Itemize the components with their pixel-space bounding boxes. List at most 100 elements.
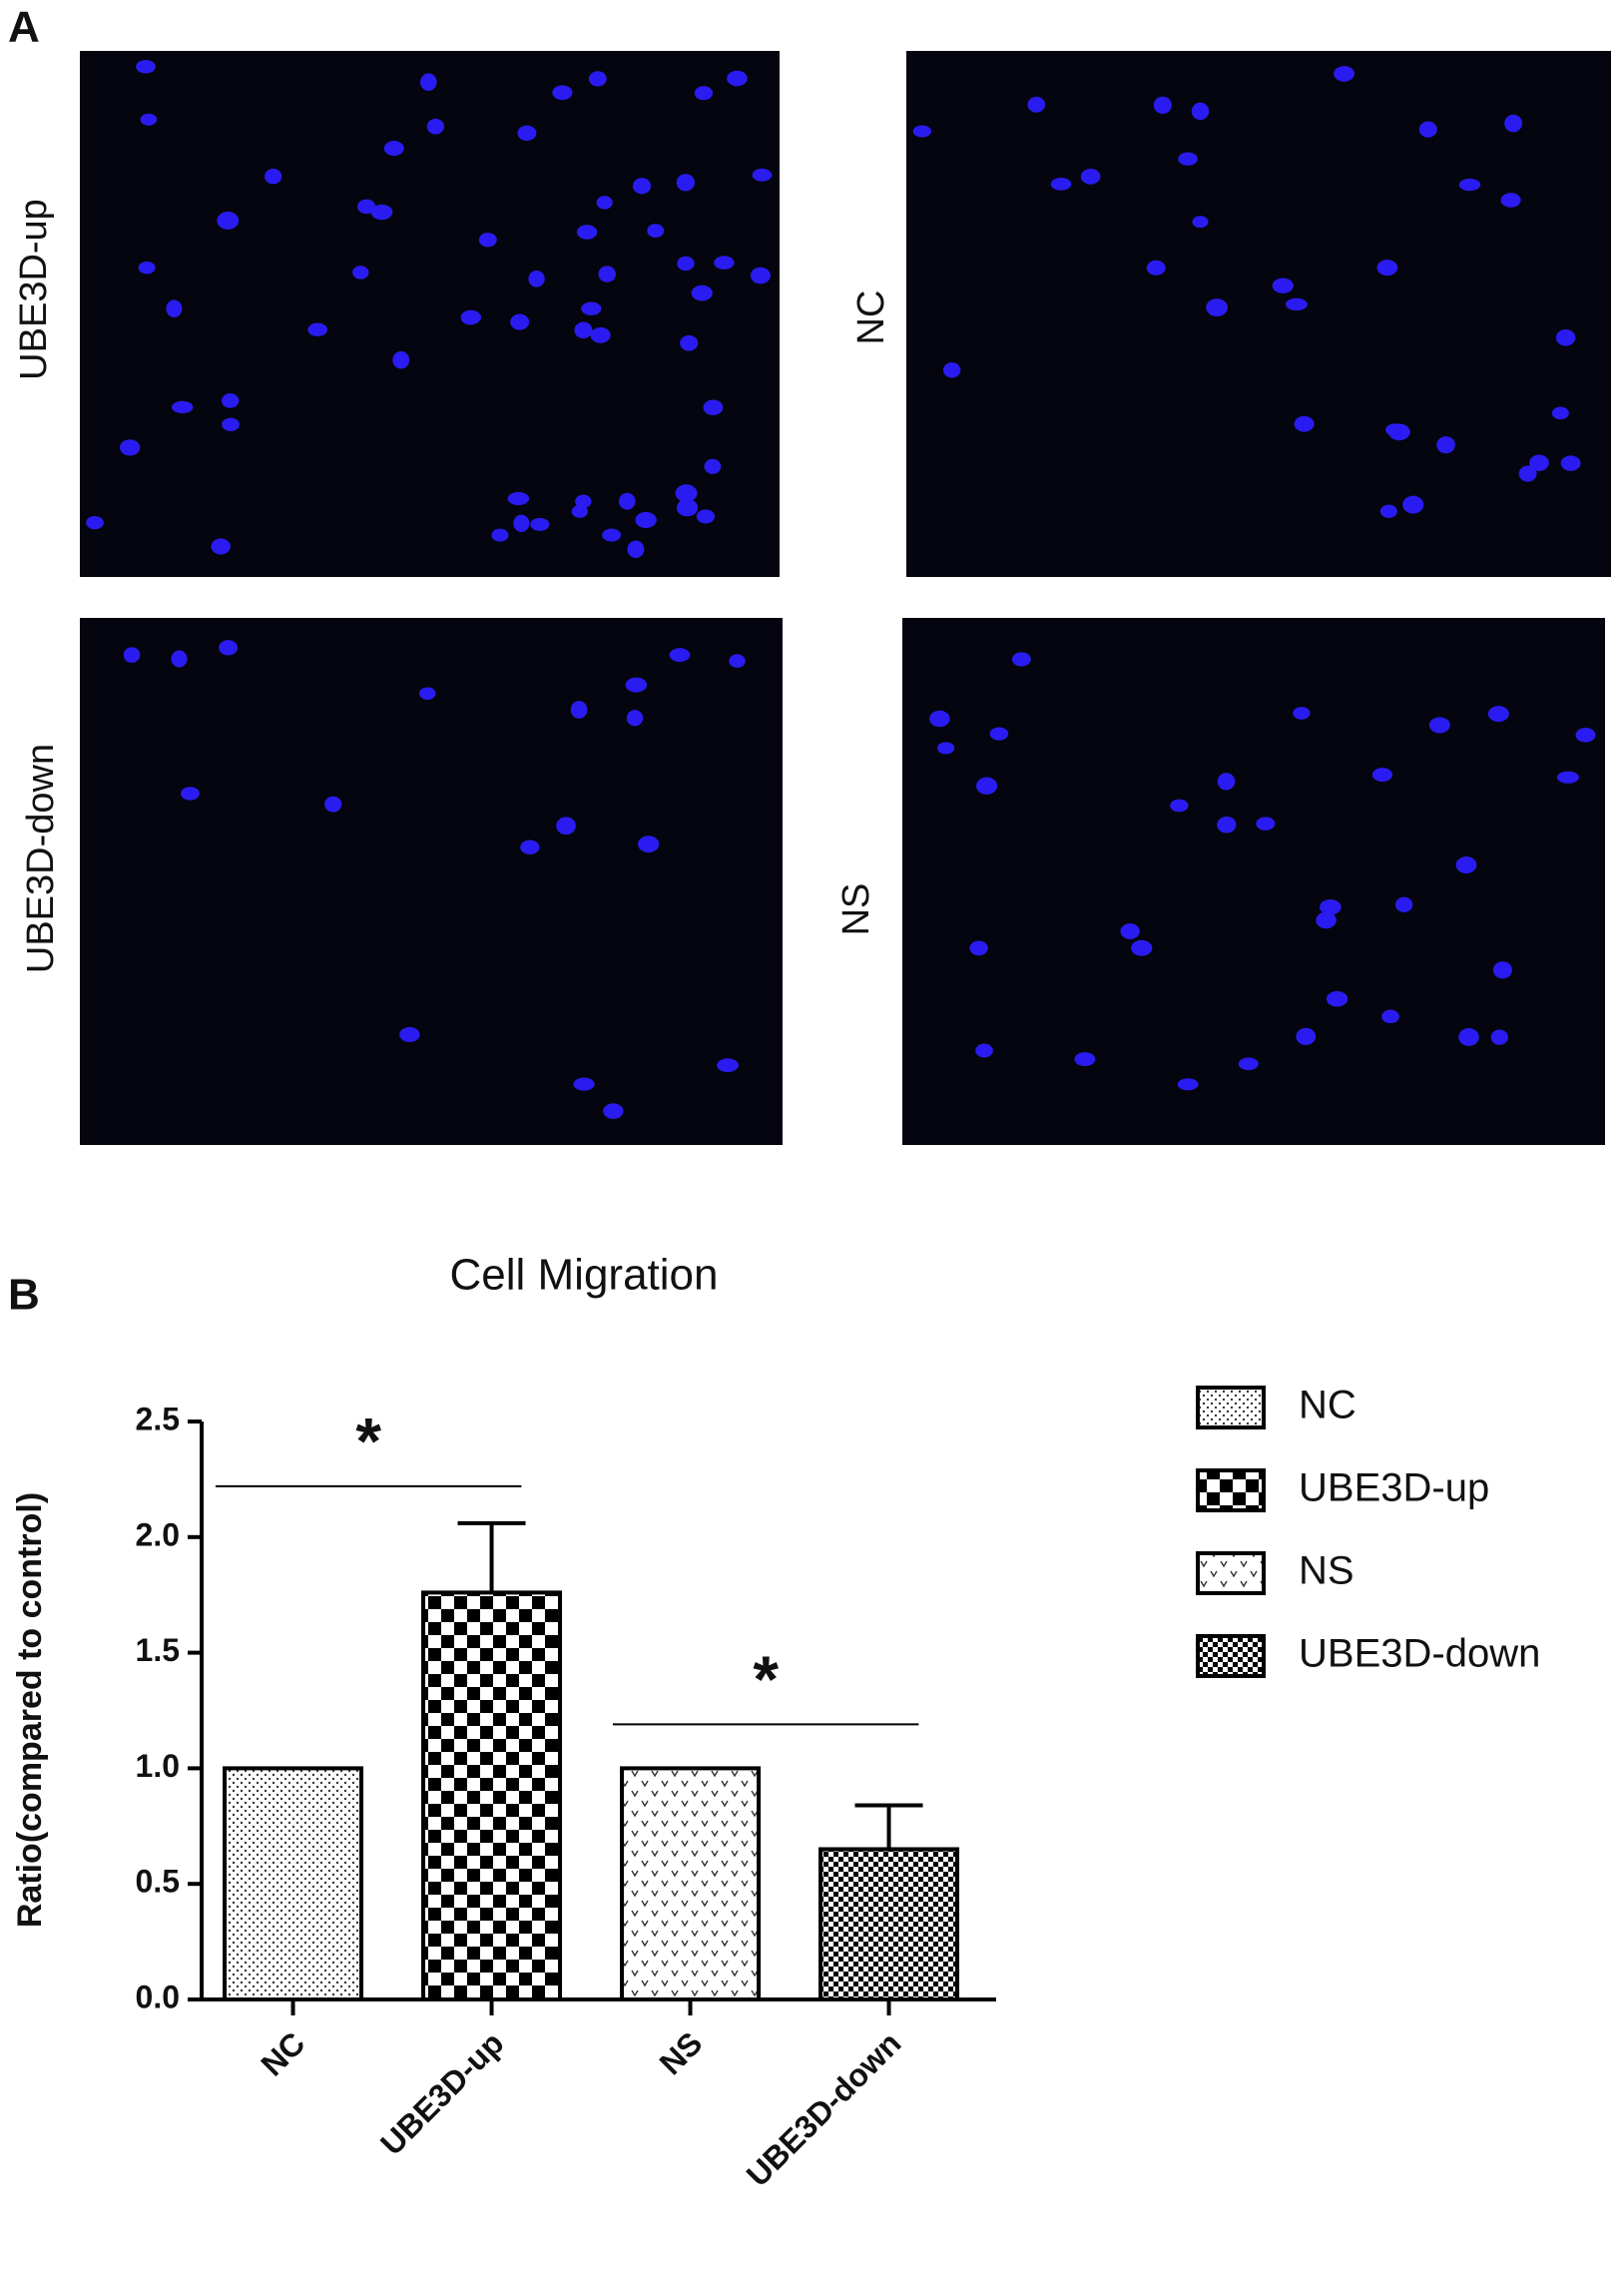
micrograph [906,51,1611,577]
nucleus [576,225,598,240]
micrograph [80,618,783,1145]
nucleus [1285,297,1308,311]
nucleus [618,492,636,510]
nucleus [211,538,231,555]
nucleus [1385,423,1405,436]
nucleus [530,517,550,531]
nucleus [590,326,611,343]
nucleus [1326,990,1349,1007]
nucleus [1316,911,1337,929]
nucleus [571,504,588,518]
chart-title: Cell Migration [450,1251,719,1300]
nucleus [1455,856,1477,874]
nucleus [989,727,1009,741]
nucleus [574,321,593,339]
nucleus [426,118,444,135]
nucleus [1418,121,1437,138]
nucleus [1394,896,1413,912]
y-tick-label: 2.0 [136,1516,180,1552]
nucleus [703,399,724,415]
nucleus [507,491,530,506]
nucleus [669,648,691,663]
nucleus [677,256,695,272]
nucleus [1296,1027,1317,1045]
nucleus [1458,178,1481,192]
nucleus [975,1043,993,1058]
nucleus [675,484,698,502]
image-label: UBE3D-up [13,199,55,380]
nucleus [1293,707,1311,720]
nucleus [1529,454,1549,471]
nucleus [1492,961,1512,979]
nucleus [729,654,746,668]
nucleus [528,270,545,287]
error-bar [854,1803,923,1850]
nucleus [219,640,239,656]
nucleus [352,266,369,280]
nucleus [419,73,437,92]
nucleus [1575,728,1596,743]
nucleus [419,687,436,700]
nucleus [752,168,773,182]
nucleus [647,224,665,239]
significance-star: * [355,1404,381,1477]
nucleus [140,113,158,126]
nucleus [1555,328,1576,346]
nucleus [937,742,955,755]
nucleus [1074,1052,1096,1067]
nucleus [704,458,722,474]
nucleus [1120,923,1140,939]
nucleus [596,196,613,210]
nucleus [1153,96,1172,115]
nucleus [383,140,404,157]
nucleus [1177,1078,1199,1091]
nucleus [307,322,327,336]
nucleus [1217,817,1237,834]
image-label: NC [850,290,892,345]
nucleus [1428,717,1450,734]
nucleus [1027,96,1046,113]
nucleus [138,261,156,275]
nucleus [929,710,950,728]
panel-label: A [8,3,40,52]
nucleus [598,266,616,283]
x-tick-label: UBE3D-down [740,2024,908,2193]
nucleus [696,509,716,524]
nucleus [1011,652,1031,667]
nucleus [513,514,530,532]
nucleus [399,1026,420,1042]
y-tick-label: 0.5 [136,1864,180,1900]
nucleus [1131,939,1153,956]
panel-label: B [8,1271,40,1320]
significance-star: * [753,1642,779,1716]
nucleus [714,256,735,270]
nucleus [1560,455,1581,471]
nucleus [570,701,588,719]
nucleus [626,710,644,727]
y-axis-label: Ratio(compared to control) [11,1492,49,1928]
nucleus [552,85,573,101]
nucleus [638,836,660,852]
nucleus [510,313,530,330]
nucleus [1294,415,1315,432]
nucleus [392,350,410,369]
nucleus [1402,495,1424,514]
nucleus [694,86,714,101]
nucleus [478,233,497,248]
nucleus [727,70,748,87]
nucleus [1518,465,1537,482]
nucleus [357,199,376,215]
micrograph [902,618,1605,1145]
nucleus [123,647,141,663]
y-tick-label: 0.0 [136,1979,180,2014]
x-tick-label: NS [653,2024,710,2081]
nucleus [573,1077,595,1091]
nucleus [120,439,141,456]
nucleus [676,498,699,517]
nucleus [1334,66,1355,82]
nucleus [602,528,622,542]
nucleus [680,334,699,351]
nucleus [1556,771,1579,784]
legend-swatch [1196,1386,1266,1429]
bar [421,1590,563,2002]
